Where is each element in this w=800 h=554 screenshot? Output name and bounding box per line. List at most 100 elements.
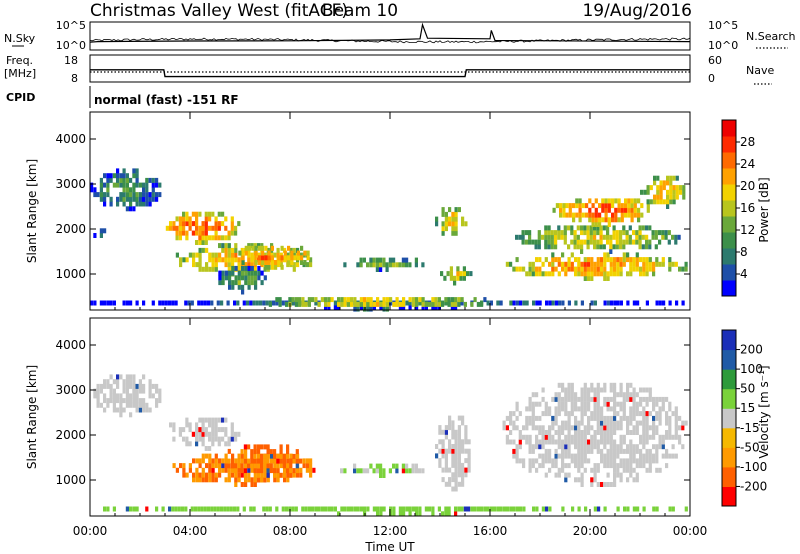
power-cell	[641, 225, 645, 231]
velocity-cell	[600, 448, 604, 454]
velocity-cell	[311, 506, 315, 512]
power-cell	[630, 207, 634, 213]
power-cell	[221, 221, 225, 227]
velocity-cell	[622, 406, 626, 412]
power-cell	[106, 187, 110, 193]
velocity-cell	[203, 506, 207, 512]
velocity-cell	[214, 458, 218, 464]
power-cell	[564, 261, 568, 267]
power-cell	[132, 192, 136, 198]
x-tick-label: 16:00	[473, 524, 508, 538]
velocity-cell	[270, 458, 274, 464]
velocity-cell	[655, 467, 659, 473]
power-cell	[668, 300, 672, 306]
velocity-cell	[109, 388, 113, 394]
power-cell	[671, 261, 675, 267]
power-cell	[594, 212, 598, 218]
velocity-cell	[237, 463, 241, 469]
power-cell	[454, 230, 458, 236]
power-cell	[684, 261, 688, 267]
velocity-cell	[629, 430, 633, 435]
power-cell	[204, 240, 208, 245]
power-cell	[627, 212, 631, 218]
power-cell	[158, 192, 162, 198]
velocity-cell	[626, 444, 630, 450]
power-cell	[588, 207, 592, 213]
velocity-cell	[557, 396, 561, 402]
velocity-cell	[116, 393, 120, 399]
velocity-cell	[551, 458, 555, 464]
velocity-cell	[616, 453, 620, 459]
velocity-cell	[606, 415, 610, 421]
power-cell	[103, 182, 107, 188]
power-cell	[630, 217, 634, 223]
velocity-cell	[454, 439, 458, 445]
power-cell	[224, 225, 228, 231]
power-cell	[178, 221, 182, 227]
power-cell	[580, 244, 584, 250]
velocity-cell	[247, 477, 251, 483]
power-cell	[324, 305, 328, 311]
power-cell	[237, 280, 241, 286]
power-cell	[224, 216, 228, 222]
power-cell	[583, 230, 587, 236]
velocity-cell	[99, 402, 103, 408]
power-cell	[666, 180, 670, 186]
velocity-cell	[392, 506, 396, 512]
velocity-cell	[528, 415, 532, 421]
power-cell	[106, 177, 110, 183]
velocity-cell	[424, 506, 428, 512]
power-cell	[616, 261, 620, 267]
velocity-cell	[273, 458, 277, 464]
velocity-cell	[499, 506, 503, 512]
velocity-cell	[512, 420, 516, 426]
velocity-cell	[129, 412, 133, 418]
velocity-cell	[551, 439, 555, 445]
velocity-cell	[211, 427, 215, 433]
velocity-cell	[188, 441, 192, 447]
power-cell	[640, 203, 644, 209]
velocity-cell	[512, 448, 516, 454]
power-cell	[522, 300, 526, 306]
power-colorbar-swatch	[722, 152, 736, 169]
velocity-cell	[226, 506, 230, 512]
velocity-cell	[655, 396, 659, 402]
velocity-cell	[577, 434, 581, 440]
velocity-cell	[192, 477, 196, 483]
velocity-cell	[668, 425, 672, 431]
velocity-cell	[502, 420, 506, 426]
velocity-cell	[266, 472, 270, 478]
power-cell	[578, 207, 582, 213]
power-colorbar-swatch	[722, 280, 736, 297]
velocity-cell	[580, 477, 584, 483]
power-cell	[461, 221, 465, 227]
power-cell	[359, 297, 363, 303]
power-colorbar-tick-label: 4	[740, 267, 748, 281]
velocity-cell	[609, 439, 613, 445]
power-colorbar-tick-label: 12	[740, 223, 755, 237]
power-cell	[266, 247, 270, 253]
power-cell	[398, 301, 402, 307]
power-cell	[185, 257, 189, 263]
power-cell	[362, 257, 366, 263]
velocity-cell	[557, 406, 561, 412]
velocity-cell	[415, 511, 419, 517]
velocity-cell	[619, 472, 623, 478]
power-cell	[535, 271, 539, 277]
noise-tick-high-right: 10^5	[708, 19, 738, 32]
power-cell	[172, 221, 176, 227]
velocity-cell	[250, 453, 254, 459]
power-cell	[119, 173, 123, 179]
velocity-cell	[237, 453, 241, 459]
velocity-cell	[665, 411, 669, 417]
power-cell	[93, 300, 97, 306]
velocity-cell	[551, 425, 555, 431]
velocity-cell	[263, 453, 267, 459]
velocity-cell	[256, 477, 260, 483]
power-cell	[672, 199, 676, 205]
velocity-cell	[509, 430, 513, 435]
power-cell	[603, 300, 607, 306]
y-tick-label: 2000	[55, 222, 86, 236]
power-cell	[233, 300, 237, 306]
